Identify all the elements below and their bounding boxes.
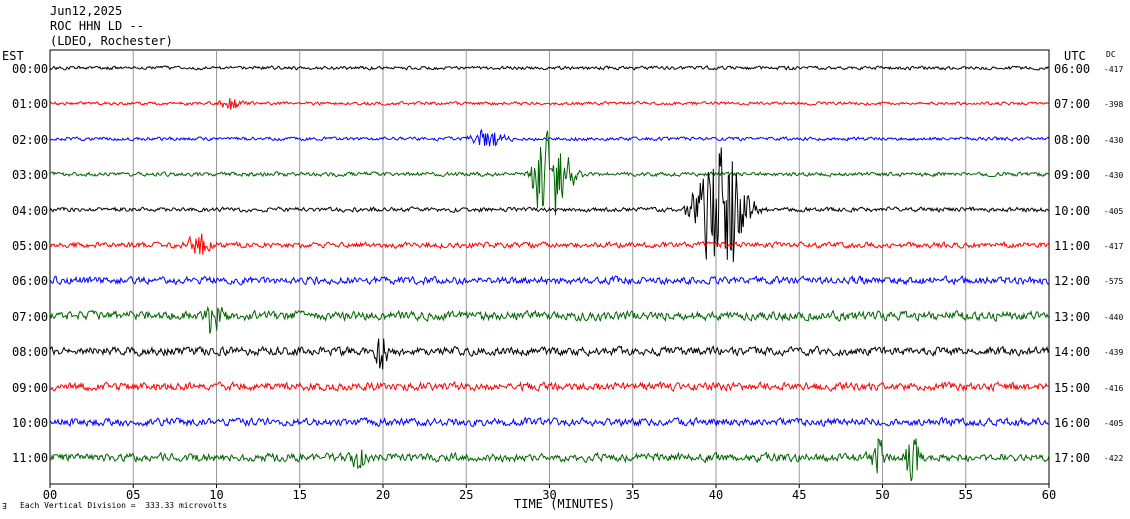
est-hour-label: 04:00 (12, 203, 49, 218)
dc-offset-value: -398 (1104, 100, 1124, 110)
utc-hour-label: 06:00 (1054, 62, 1091, 76)
dc-offset-value: -430 (1104, 135, 1124, 145)
est-hour-label: 11:00 (12, 451, 49, 466)
right-timezone-label: UTC (1064, 49, 1086, 63)
utc-hour-label: 13:00 (1054, 309, 1091, 324)
trace-0400 (49, 147, 1050, 263)
trace-0300 (49, 130, 1050, 216)
dc-offset-value: -439 (1104, 348, 1124, 358)
x-tick-label: 30 (542, 488, 557, 502)
utc-hour-label: 07:00 (1054, 97, 1091, 112)
x-tick-label: 35 (625, 488, 640, 502)
trace-0700 (49, 305, 1050, 334)
dc-offset-value: -430 (1104, 171, 1124, 181)
est-hour-label: 09:00 (12, 380, 49, 395)
dc-offset-value: -405 (1104, 419, 1124, 428)
network-name: (LDEO, Rochester) (50, 34, 173, 48)
dc-offset-value: -417 (1104, 65, 1124, 74)
left-timezone-label: EST (2, 49, 24, 63)
est-hour-label: 07:00 (12, 309, 49, 324)
est-hour-label: 08:00 (12, 345, 49, 360)
est-hour-label: 05:00 (12, 239, 49, 253)
dc-offset-value: -575 (1104, 277, 1124, 287)
dc-offset-value: -440 (1104, 312, 1124, 322)
est-hour-label: 10:00 (12, 416, 49, 430)
trace-0500 (49, 233, 1050, 255)
trace-0900 (49, 380, 1050, 393)
trace-1100 (49, 437, 1050, 482)
x-tick-label: 60 (1041, 488, 1057, 502)
utc-hour-label: 17:00 (1054, 451, 1091, 466)
x-tick-label: 00 (42, 488, 58, 502)
utc-hour-label: 14:00 (1054, 345, 1091, 360)
x-tick-label: 25 (459, 488, 474, 502)
dc-offset-value: -417 (1104, 242, 1124, 251)
x-tick-label: 20 (375, 488, 391, 502)
trace-0000 (49, 65, 1050, 71)
trace-1000 (49, 416, 1050, 428)
x-tick-label: 55 (958, 488, 973, 502)
trace-0800 (49, 338, 1050, 370)
utc-hour-label: 16:00 (1054, 416, 1091, 430)
trace-0100 (49, 97, 1050, 110)
dc-offset-value: -416 (1104, 383, 1124, 393)
est-hour-label: 03:00 (12, 168, 49, 183)
dc-offset-value: -422 (1104, 454, 1124, 464)
utc-hour-label: 09:00 (1054, 168, 1091, 183)
logo-mark: ∃ (2, 502, 7, 511)
record-date: Jun12,2025 (50, 4, 123, 18)
est-hour-label: 02:00 (12, 132, 49, 147)
utc-hour-label: 11:00 (1054, 239, 1091, 253)
x-tick-label: 45 (792, 488, 807, 502)
scale-note: Each Vertical Division = 333.33 microvol… (20, 501, 228, 510)
utc-hour-label: 15:00 (1054, 380, 1091, 395)
est-hour-label: 06:00 (12, 274, 49, 289)
trace-0600 (49, 274, 1050, 286)
x-tick-label: 50 (875, 488, 890, 502)
est-hour-label: 00:00 (12, 62, 49, 76)
station-code: ROC HHN LD -- (50, 19, 144, 33)
trace-0200 (49, 128, 1050, 147)
x-tick-label: 40 (708, 488, 724, 502)
dc-header-label: DC (1106, 50, 1116, 59)
x-axis-title: TIME (MINUTES) (514, 497, 616, 511)
utc-hour-label: 08:00 (1054, 132, 1091, 147)
x-tick-label: 15 (292, 488, 307, 502)
utc-hour-label: 10:00 (1054, 203, 1091, 218)
x-tick-label: 10 (209, 488, 224, 502)
est-hour-label: 01:00 (12, 97, 49, 112)
x-tick-label: 05 (126, 488, 141, 502)
dc-offset-value: -405 (1104, 206, 1124, 216)
utc-hour-label: 12:00 (1054, 274, 1091, 289)
